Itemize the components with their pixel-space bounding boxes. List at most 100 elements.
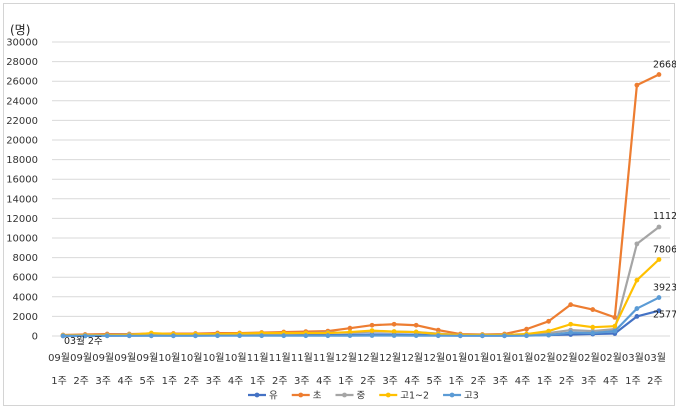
data-point [391,321,397,327]
x-tick-week: 2주 [73,376,89,387]
x-tick-month: 11월 [313,352,335,364]
data-point [524,333,529,339]
chart-frame: (명) 0 2000 4000 6000 8000 10000 12000 14000 16000… [3,3,676,406]
data-point [502,333,507,339]
x-tick-month: 01월 [512,352,534,364]
data-point [568,330,574,335]
data-point [612,314,618,320]
data-label: 26680 [653,60,676,71]
x-tick-month: 10월 [203,352,225,364]
data-point [435,333,441,339]
data-label: 11123 [653,211,676,222]
x-tick-week: 5주 [426,376,442,387]
data-label: 2577 [653,310,676,321]
x-tick-month: 09월 [48,352,70,364]
data-point [612,323,618,329]
x-tick-week: 4주 [603,376,619,387]
x-tick-week: 4주 [316,376,332,387]
legend-label: 중 [357,391,366,402]
x-tick-week: 1주 [338,376,354,387]
x-tick-month: 09월 [136,352,158,364]
data-point [656,72,662,77]
x-tick-week: 3주 [493,376,509,387]
x-tick-week: 3주 [581,376,597,387]
y-tick-label: 8000 [13,253,38,264]
y-tick-label: 18000 [6,155,38,166]
data-label: 3923 [653,283,676,294]
data-point [656,308,662,314]
data-point [634,277,640,283]
data-point [281,333,287,339]
y-tick-label: 14000 [6,194,38,205]
data-point [435,327,441,333]
x-tick-week: 2주 [184,376,200,387]
x-tick-month: 12월 [335,352,357,364]
x-tick-week: 2주 [272,376,288,387]
data-point [590,307,596,312]
data-point [347,333,353,339]
x-tick-week: 4주 [515,376,531,387]
data-point [193,333,198,339]
data-point [148,333,154,339]
x-tick-week: 1주 [449,376,465,387]
legend-label: 고3 [464,391,479,402]
x-tick-week: 1주 [51,376,67,387]
x-tick-month: 01월 [467,352,489,364]
x-tick-week: 2주 [360,376,376,387]
x-tick-week: 1주 [625,376,641,387]
legend-marker [298,392,304,398]
data-point [590,324,596,330]
data-point [634,306,640,311]
y-tick-label: 12000 [6,214,38,225]
x-tick-month: 09월 [70,352,92,364]
y-tick-label: 10000 [6,234,38,245]
legend-marker [385,392,391,398]
data-point [369,333,375,338]
data-point [634,314,640,319]
data-point [546,318,552,324]
data-point [656,224,662,230]
data-point [634,82,640,88]
legend-marker [254,392,260,398]
y-tick-label: 2000 [13,312,38,323]
data-point [546,328,552,334]
data-point [612,328,618,334]
x-tick-week: 4주 [404,376,420,387]
x-tick-week: 4주 [117,376,133,387]
legend-label: 고1~2 [400,391,429,402]
x-tick-month: 02월 [578,352,600,364]
y-tick-label: 0 [32,332,38,343]
x-tick-month: 10월 [225,352,247,364]
line-chart: (명) 0 2000 4000 6000 8000 10000 12000 14000 16000… [6,23,676,402]
y-tick-label: 24000 [6,96,38,107]
data-point [413,322,419,328]
data-point [104,333,110,339]
data-point [369,328,375,334]
y-tick-label: 22000 [6,116,38,127]
x-tick-week: 1주 [250,376,266,387]
data-point [568,321,574,327]
data-point [479,333,485,339]
data-point [303,333,309,339]
data-point [237,333,243,339]
x-tick-month: 03월 [644,352,666,364]
x-tick-month: 09월 [114,352,136,364]
x-tick-month: 02월 [600,352,622,364]
y-tick-label: 26000 [6,77,38,88]
data-point [347,325,353,331]
data-point [82,333,88,339]
y-tick-label: 20000 [6,136,38,147]
x-tick-month: 11월 [291,352,313,364]
x-tick-month: 01월 [489,352,511,364]
data-point [656,295,662,300]
x-tick-week: 1주 [537,376,553,387]
data-point [634,241,640,247]
x-tick-month: 10월 [158,352,180,364]
data-point [656,257,662,262]
x-tick-month: 09월 [92,352,114,364]
x-tick-week: 1주 [162,376,178,387]
series-line-1 [63,73,660,337]
y-tick-label: 16000 [6,175,38,186]
y-tick-label: 30000 [6,38,38,49]
data-point [590,330,596,336]
